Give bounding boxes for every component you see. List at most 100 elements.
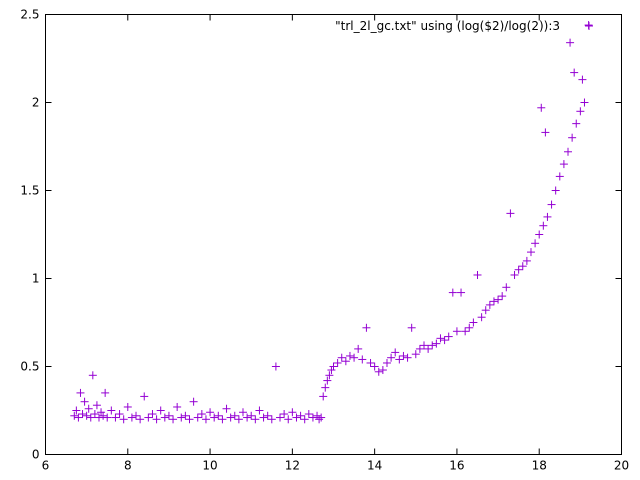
data-point bbox=[374, 367, 383, 376]
data-point bbox=[84, 404, 93, 413]
data-point bbox=[370, 362, 379, 371]
data-point bbox=[201, 415, 210, 424]
data-point bbox=[448, 288, 457, 297]
data-point bbox=[506, 209, 515, 218]
data-point bbox=[78, 410, 87, 419]
data-point bbox=[115, 410, 124, 419]
data-point bbox=[317, 413, 326, 422]
data-point bbox=[399, 351, 408, 360]
data-point bbox=[576, 107, 585, 116]
data-point bbox=[140, 392, 149, 401]
data-point bbox=[243, 413, 252, 422]
data-point bbox=[267, 415, 276, 424]
data-point bbox=[440, 336, 449, 345]
data-point bbox=[177, 413, 186, 422]
data-point bbox=[436, 334, 445, 343]
data-point bbox=[319, 392, 328, 401]
y-tick-label: 0.5 bbox=[20, 360, 39, 374]
x-tick-label: 6 bbox=[42, 459, 50, 473]
data-point bbox=[193, 413, 202, 422]
data-point bbox=[284, 415, 293, 424]
data-point bbox=[222, 404, 231, 413]
data-point bbox=[514, 265, 523, 274]
data-point bbox=[82, 411, 91, 420]
data-point bbox=[156, 406, 165, 415]
data-point bbox=[321, 383, 330, 392]
data-point bbox=[247, 411, 256, 420]
y-tick-label: 1.5 bbox=[20, 184, 39, 198]
data-point bbox=[411, 350, 420, 359]
data-point bbox=[304, 410, 313, 419]
data-point bbox=[522, 256, 531, 265]
data-point bbox=[568, 133, 577, 142]
data-point bbox=[358, 355, 367, 364]
data-point bbox=[218, 415, 227, 424]
data-point bbox=[288, 408, 297, 417]
data-point bbox=[259, 413, 268, 422]
x-tick-label: 20 bbox=[614, 459, 629, 473]
data-point bbox=[189, 397, 198, 406]
data-point bbox=[572, 119, 581, 128]
x-tick-label: 10 bbox=[202, 459, 217, 473]
data-point bbox=[566, 38, 575, 47]
data-point bbox=[323, 376, 332, 385]
data-point bbox=[444, 332, 453, 341]
x-tick-label: 12 bbox=[285, 459, 300, 473]
data-point bbox=[325, 371, 334, 380]
data-point bbox=[539, 221, 548, 230]
data-point bbox=[535, 230, 544, 239]
data-point bbox=[101, 388, 110, 397]
data-point bbox=[136, 415, 145, 424]
data-point bbox=[382, 358, 391, 367]
data-point bbox=[537, 103, 546, 112]
data-point bbox=[494, 295, 503, 304]
data-point bbox=[271, 362, 280, 371]
data-point bbox=[132, 411, 141, 420]
data-point bbox=[144, 413, 153, 422]
data-point bbox=[327, 366, 336, 375]
data-point bbox=[296, 411, 305, 420]
data-point bbox=[366, 358, 375, 367]
data-point bbox=[345, 351, 354, 360]
axis-ticks: 6 8 10 12 14 16 18 20 0 0.5 1 1.5 2 2.5 bbox=[20, 8, 629, 473]
data-point bbox=[481, 306, 490, 315]
data-point bbox=[333, 358, 342, 367]
data-point bbox=[280, 410, 289, 419]
data-point bbox=[292, 413, 301, 422]
data-point bbox=[214, 411, 223, 420]
data-point bbox=[70, 411, 79, 420]
data-point bbox=[315, 415, 324, 424]
data-point bbox=[510, 270, 519, 279]
data-point bbox=[518, 262, 527, 271]
data-point bbox=[403, 353, 412, 362]
legend: "trl_2l_gc.txt" using (log($2)/log(2)):3 bbox=[335, 19, 593, 33]
data-point bbox=[127, 413, 136, 422]
data-point bbox=[415, 344, 424, 353]
data-point bbox=[226, 413, 235, 422]
data-point bbox=[197, 410, 206, 419]
y-tick-label: 2 bbox=[32, 96, 40, 110]
data-point bbox=[86, 413, 95, 422]
y-tick-label: 0 bbox=[32, 448, 40, 462]
y-tick-label: 1 bbox=[32, 272, 40, 286]
data-point bbox=[559, 160, 568, 169]
data-point bbox=[551, 186, 560, 195]
data-point bbox=[378, 366, 387, 375]
x-tick-label: 18 bbox=[532, 459, 547, 473]
data-point bbox=[148, 410, 157, 419]
data-point bbox=[103, 413, 112, 422]
data-point bbox=[578, 75, 587, 84]
data-point bbox=[547, 200, 556, 209]
data-point bbox=[206, 408, 215, 417]
data-point bbox=[465, 323, 474, 332]
data-point bbox=[80, 397, 89, 406]
data-point bbox=[391, 348, 400, 357]
data-point bbox=[498, 292, 507, 301]
data-point bbox=[74, 413, 83, 422]
data-point bbox=[452, 327, 461, 336]
data-point bbox=[580, 98, 589, 107]
data-point bbox=[329, 362, 338, 371]
data-point bbox=[350, 353, 359, 362]
data-point bbox=[234, 415, 243, 424]
